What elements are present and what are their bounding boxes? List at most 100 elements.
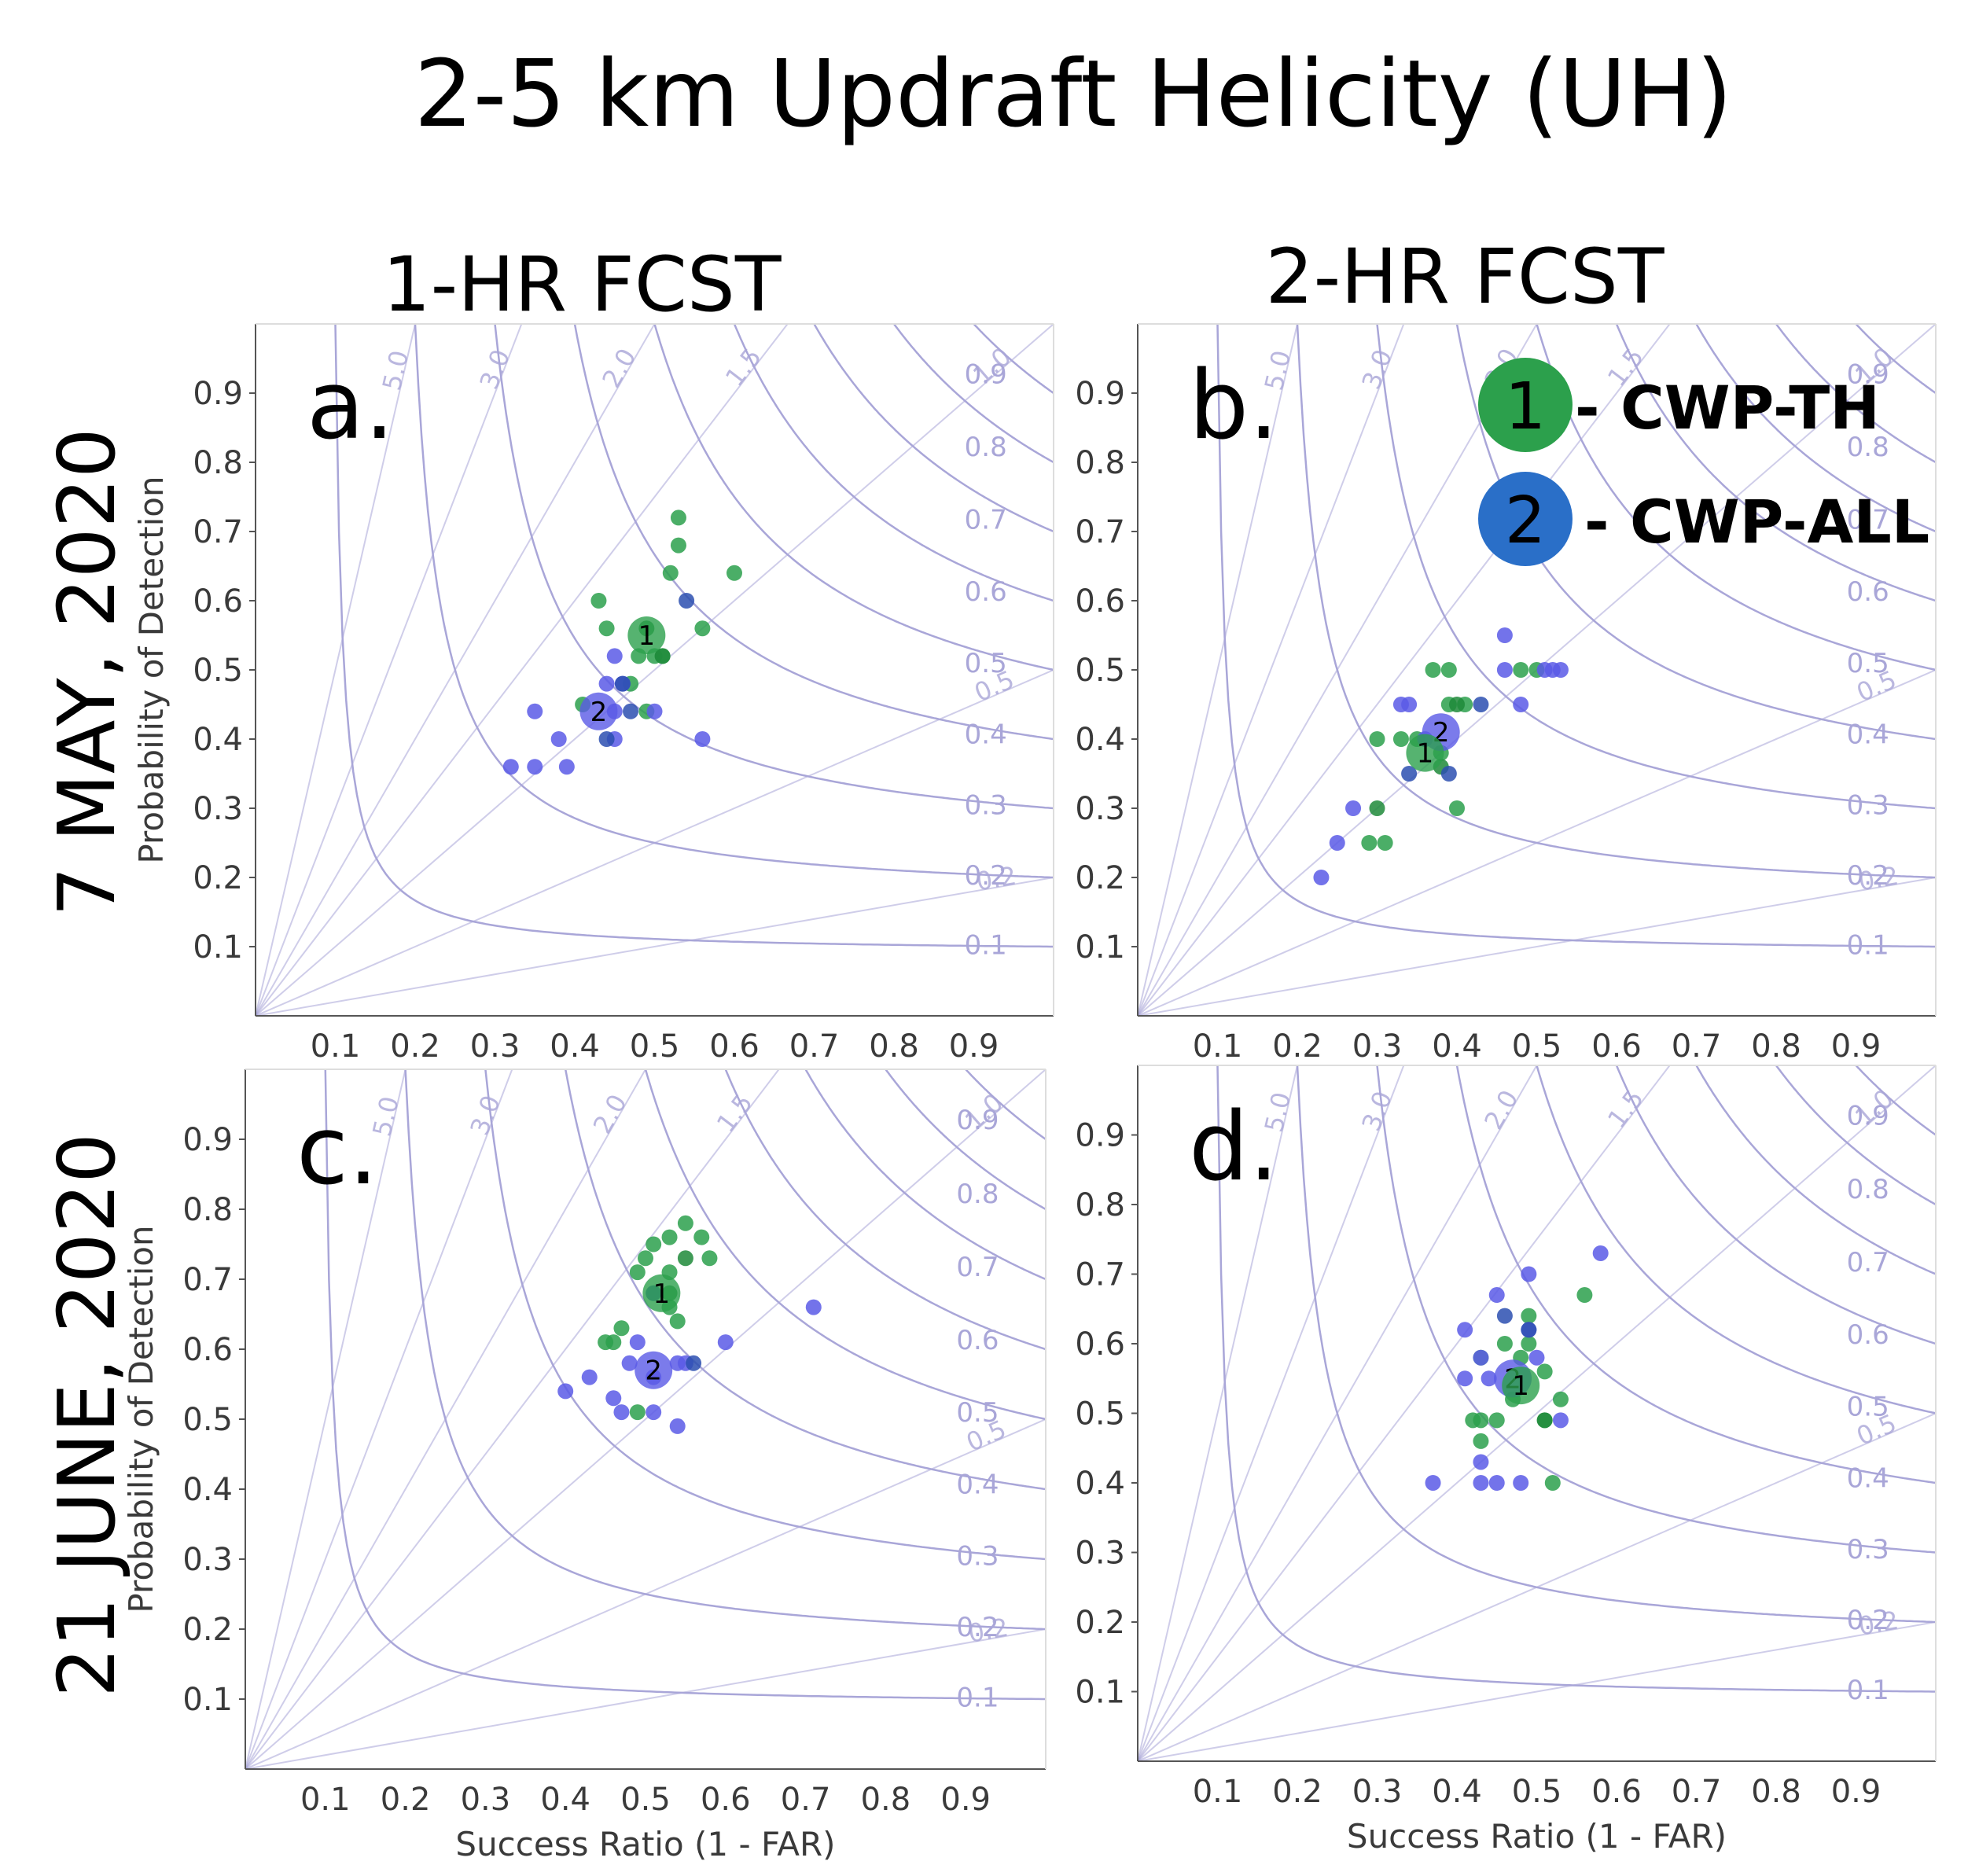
data-point xyxy=(646,1236,662,1253)
csi-contour xyxy=(724,1069,1046,1351)
data-point xyxy=(654,648,671,664)
panel-label: d. xyxy=(1189,1093,1278,1202)
bias-line xyxy=(256,324,416,1016)
row-label-21-june: 21 JUNE, 2020 xyxy=(41,1133,133,1698)
data-point xyxy=(1473,1433,1489,1449)
panel-a: 5.0 3.0 2.0 1.5 1.00.50.20.10.20.30.40.50.60… xyxy=(132,323,1054,1065)
data-point xyxy=(1449,697,1465,712)
csi-contour xyxy=(1536,1065,1936,1414)
y-tick-label: 0.9 xyxy=(1075,1118,1125,1154)
data-point xyxy=(1552,1391,1569,1407)
legend-label-cwp-all: - CWP-ALL xyxy=(1584,487,1929,557)
csi-label: 0.5 xyxy=(965,648,1007,679)
data-point xyxy=(694,620,711,637)
mean-label: 2 xyxy=(590,697,608,728)
csi-label: 0.6 xyxy=(1847,576,1889,608)
y-tick-label: 0.6 xyxy=(1075,1326,1125,1363)
x-tick-label: 0.3 xyxy=(470,1028,520,1065)
panel-label: c. xyxy=(296,1097,378,1206)
y-tick-label: 0.8 xyxy=(1075,1187,1125,1223)
csi-contour xyxy=(1615,1065,1936,1345)
data-point xyxy=(701,1250,718,1267)
data-point xyxy=(1488,1412,1505,1429)
mean-marker xyxy=(635,1351,673,1389)
csi-label: 0.5 xyxy=(1847,648,1889,679)
data-point xyxy=(1536,1363,1553,1380)
csi-label: 0.9 xyxy=(956,1105,999,1136)
data-point xyxy=(1496,1336,1513,1352)
data-point xyxy=(1473,1454,1489,1470)
scatter-points xyxy=(502,509,742,775)
data-point xyxy=(1513,662,1529,678)
bias-label: 2.0 xyxy=(587,1089,633,1138)
csi-contour xyxy=(1455,1065,1936,1484)
x-tick-label: 0.7 xyxy=(781,1782,831,1818)
data-point xyxy=(1576,1287,1593,1304)
csi-label: 0.1 xyxy=(1847,930,1889,962)
csi-label: 0.8 xyxy=(956,1179,999,1210)
x-tick-label: 0.2 xyxy=(1272,1774,1322,1810)
x-tick-label: 0.2 xyxy=(390,1028,440,1065)
csi-label: 0.2 xyxy=(1847,1605,1889,1636)
x-tick-label: 0.2 xyxy=(381,1782,431,1818)
panel-label: b. xyxy=(1189,351,1278,461)
data-point xyxy=(605,1390,622,1407)
csi-contour xyxy=(885,1069,1046,1211)
data-point xyxy=(1401,697,1418,712)
csi-label: 0.9 xyxy=(1847,1101,1889,1132)
csi-contour xyxy=(1775,1065,1936,1206)
x-tick-label: 0.1 xyxy=(1193,1774,1243,1810)
y-tick-label: 0.3 xyxy=(1075,1536,1125,1572)
y-tick-label: 0.2 xyxy=(1075,1605,1125,1641)
csi-contour xyxy=(733,324,1054,602)
bias-label: 0.2 xyxy=(1856,1605,1901,1641)
data-point xyxy=(1329,835,1345,851)
y-tick-label: 0.8 xyxy=(182,1192,233,1228)
x-tick-label: 0.1 xyxy=(1193,1028,1243,1065)
x-tick-label: 0.5 xyxy=(1512,1774,1562,1810)
csi-label: 0.7 xyxy=(965,504,1007,535)
panel-label: a. xyxy=(307,351,395,461)
legend-label-cwp-th: - CWP-TH xyxy=(1575,373,1880,443)
bias-line xyxy=(1138,1621,1936,1761)
x-tick-label: 0.1 xyxy=(311,1028,361,1065)
x-tick-label: 0.4 xyxy=(550,1028,600,1065)
data-point xyxy=(1513,1475,1529,1491)
data-point xyxy=(646,1404,662,1421)
bias-line xyxy=(245,1628,1046,1769)
y-tick-label: 0.6 xyxy=(193,583,243,620)
csi-contour xyxy=(892,324,1054,464)
x-tick-label: 0.9 xyxy=(1831,1028,1882,1065)
csi-label: 0.1 xyxy=(1847,1675,1889,1706)
csi-label: 0.4 xyxy=(1847,719,1889,751)
bias-label: 3.0 xyxy=(1356,1087,1399,1135)
data-point xyxy=(1496,662,1513,678)
csi-label: 0.8 xyxy=(1847,1174,1889,1205)
x-tick-label: 0.9 xyxy=(1831,1774,1882,1810)
data-point xyxy=(558,759,575,775)
data-point xyxy=(1401,766,1418,782)
csi-label: 0.1 xyxy=(956,1683,999,1714)
panel-b: 5.03.02.01.51.00.50.20.10.20.30.40.50.60… xyxy=(1075,323,1937,1065)
x-tick-label: 0.1 xyxy=(300,1782,351,1818)
y-axis-title: Probability of Detection xyxy=(132,476,171,863)
x-tick-label: 0.8 xyxy=(1751,1774,1801,1810)
data-point xyxy=(629,1334,646,1351)
y-tick-label: 0.3 xyxy=(182,1542,233,1578)
y-tick-label: 0.9 xyxy=(182,1122,233,1158)
csi-contour xyxy=(1296,324,1936,879)
data-point xyxy=(1552,662,1569,678)
row-label-7-may: 7 MAY, 2020 xyxy=(41,428,133,916)
data-point xyxy=(1473,697,1489,712)
csi-contour xyxy=(414,324,1054,879)
x-tick-label: 0.4 xyxy=(1432,1028,1482,1065)
data-point xyxy=(629,1404,646,1421)
data-point xyxy=(1440,662,1457,678)
scatter-points xyxy=(557,1215,822,1434)
data-point xyxy=(661,1229,678,1245)
y-tick-label: 0.2 xyxy=(1075,860,1125,896)
data-point xyxy=(646,703,663,719)
csi-label: 0.7 xyxy=(1847,1247,1889,1278)
panel-d: 5.0 3.0 2.0 1.5 1.00.50.20.10.20.30.40.50.60… xyxy=(1075,1065,1937,1856)
mean-marker xyxy=(579,692,618,730)
